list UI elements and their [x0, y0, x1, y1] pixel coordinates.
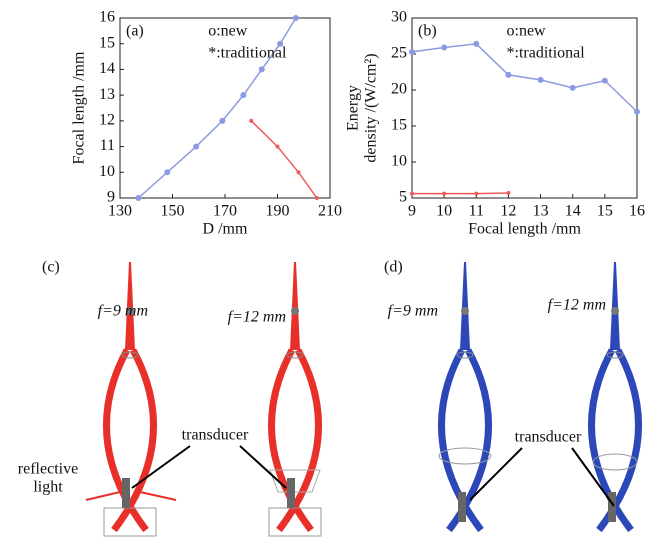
panel-c: (c) f=9 mm f=12 mm transducer reflective…: [18, 259, 321, 537]
y-tick-label: 13: [99, 86, 115, 103]
chart: 9 10 11 12 13 14 15 16 5 10 15 20 25 30 Focal length /…: [345, 9, 645, 238]
x-tick-label: 14: [565, 203, 581, 220]
legend-entry: *:traditional: [507, 45, 586, 62]
transducer-label: transducer: [182, 427, 249, 444]
data-point: [296, 170, 301, 175]
x-tick-label: 9: [408, 203, 416, 220]
data-point: [569, 84, 576, 91]
data-point: [314, 196, 319, 200]
x-tick-label: 210: [318, 203, 342, 220]
y-tick-label: 20: [391, 81, 407, 98]
y-tick-label: 14: [99, 60, 115, 77]
x-axis-label: Focal length /mm: [468, 221, 581, 238]
y-tick-label: 10: [99, 163, 115, 180]
y-tick-label: 12: [99, 112, 115, 129]
x-tick-label: 13: [533, 203, 549, 220]
y-tick-label: 9: [107, 189, 115, 206]
focal-label: f=9 mm: [98, 303, 148, 320]
data-point: [442, 191, 447, 196]
series-line: [137, 17, 297, 199]
x-tick-label: 150: [161, 203, 185, 220]
focal-label: f=9 mm: [388, 303, 438, 320]
legend-entry: *:traditional: [208, 45, 287, 62]
transducer-label: transducer: [515, 429, 582, 446]
data-point: [164, 169, 171, 176]
x-axis-label: D /mm: [203, 221, 248, 238]
panel-label: (d): [384, 259, 403, 276]
legend-entry: o:new: [507, 23, 547, 40]
series-line: [411, 43, 638, 113]
data-point: [258, 66, 265, 73]
data-point: [410, 191, 414, 196]
data-point: [292, 15, 299, 21]
plot-frame: [411, 17, 638, 199]
y-tick-label: 15: [391, 117, 407, 134]
panel-label: (c): [42, 259, 60, 276]
data-point: [409, 48, 415, 55]
data-point: [219, 117, 226, 124]
x-tick-label: 190: [266, 203, 290, 220]
data-point: [506, 190, 511, 195]
data-point: [240, 92, 247, 99]
y-tick-label: 30: [391, 9, 407, 26]
data-point: [275, 144, 280, 149]
data-point: [634, 108, 640, 115]
reflective-label: light: [33, 479, 63, 496]
data-point: [537, 76, 544, 83]
y-tick-label: 25: [391, 45, 407, 62]
focal-label: f=12 mm: [228, 309, 286, 326]
y-tick-label: 10: [391, 153, 407, 170]
data-point: [505, 71, 512, 78]
chart: 130 150 170 190 210 9 10 11 12 13 14 15 16 D /mm Focal…: [71, 9, 342, 238]
data-point: [601, 77, 608, 84]
x-tick-label: 16: [629, 203, 645, 220]
legend-entry: o:new: [208, 23, 248, 40]
reflective-label: reflective: [18, 461, 78, 478]
data-point: [193, 143, 200, 150]
y-tick-label: 11: [100, 137, 115, 154]
data-point: [135, 195, 142, 201]
y-axis-label: Focal length /mm: [71, 51, 88, 164]
series-line: [412, 192, 509, 195]
x-tick-label: 12: [500, 203, 516, 220]
annotation: (a): [126, 23, 144, 40]
y-tick-label: 16: [99, 9, 115, 26]
data-point: [474, 191, 479, 196]
y-tick-label: 5: [399, 189, 407, 206]
y-tick-label: 15: [99, 34, 115, 51]
panel-d: (d) f=9 mm f=12 mm transducer: [384, 259, 639, 530]
series-line: [250, 120, 318, 199]
data-point: [277, 40, 284, 47]
y-axis-label: Energy: [345, 85, 362, 131]
data-point: [473, 40, 480, 47]
x-tick-label: 130: [108, 203, 132, 220]
x-tick-label: 170: [213, 203, 237, 220]
y-axis-label: density /(W/cm²): [363, 53, 380, 162]
annotation: (b): [418, 23, 437, 40]
data-point: [441, 44, 448, 51]
x-tick-label: 15: [597, 203, 613, 220]
data-point: [249, 118, 254, 123]
focal-label: f=12 mm: [548, 297, 606, 314]
x-tick-label: 11: [469, 203, 484, 220]
x-tick-label: 10: [436, 203, 452, 220]
